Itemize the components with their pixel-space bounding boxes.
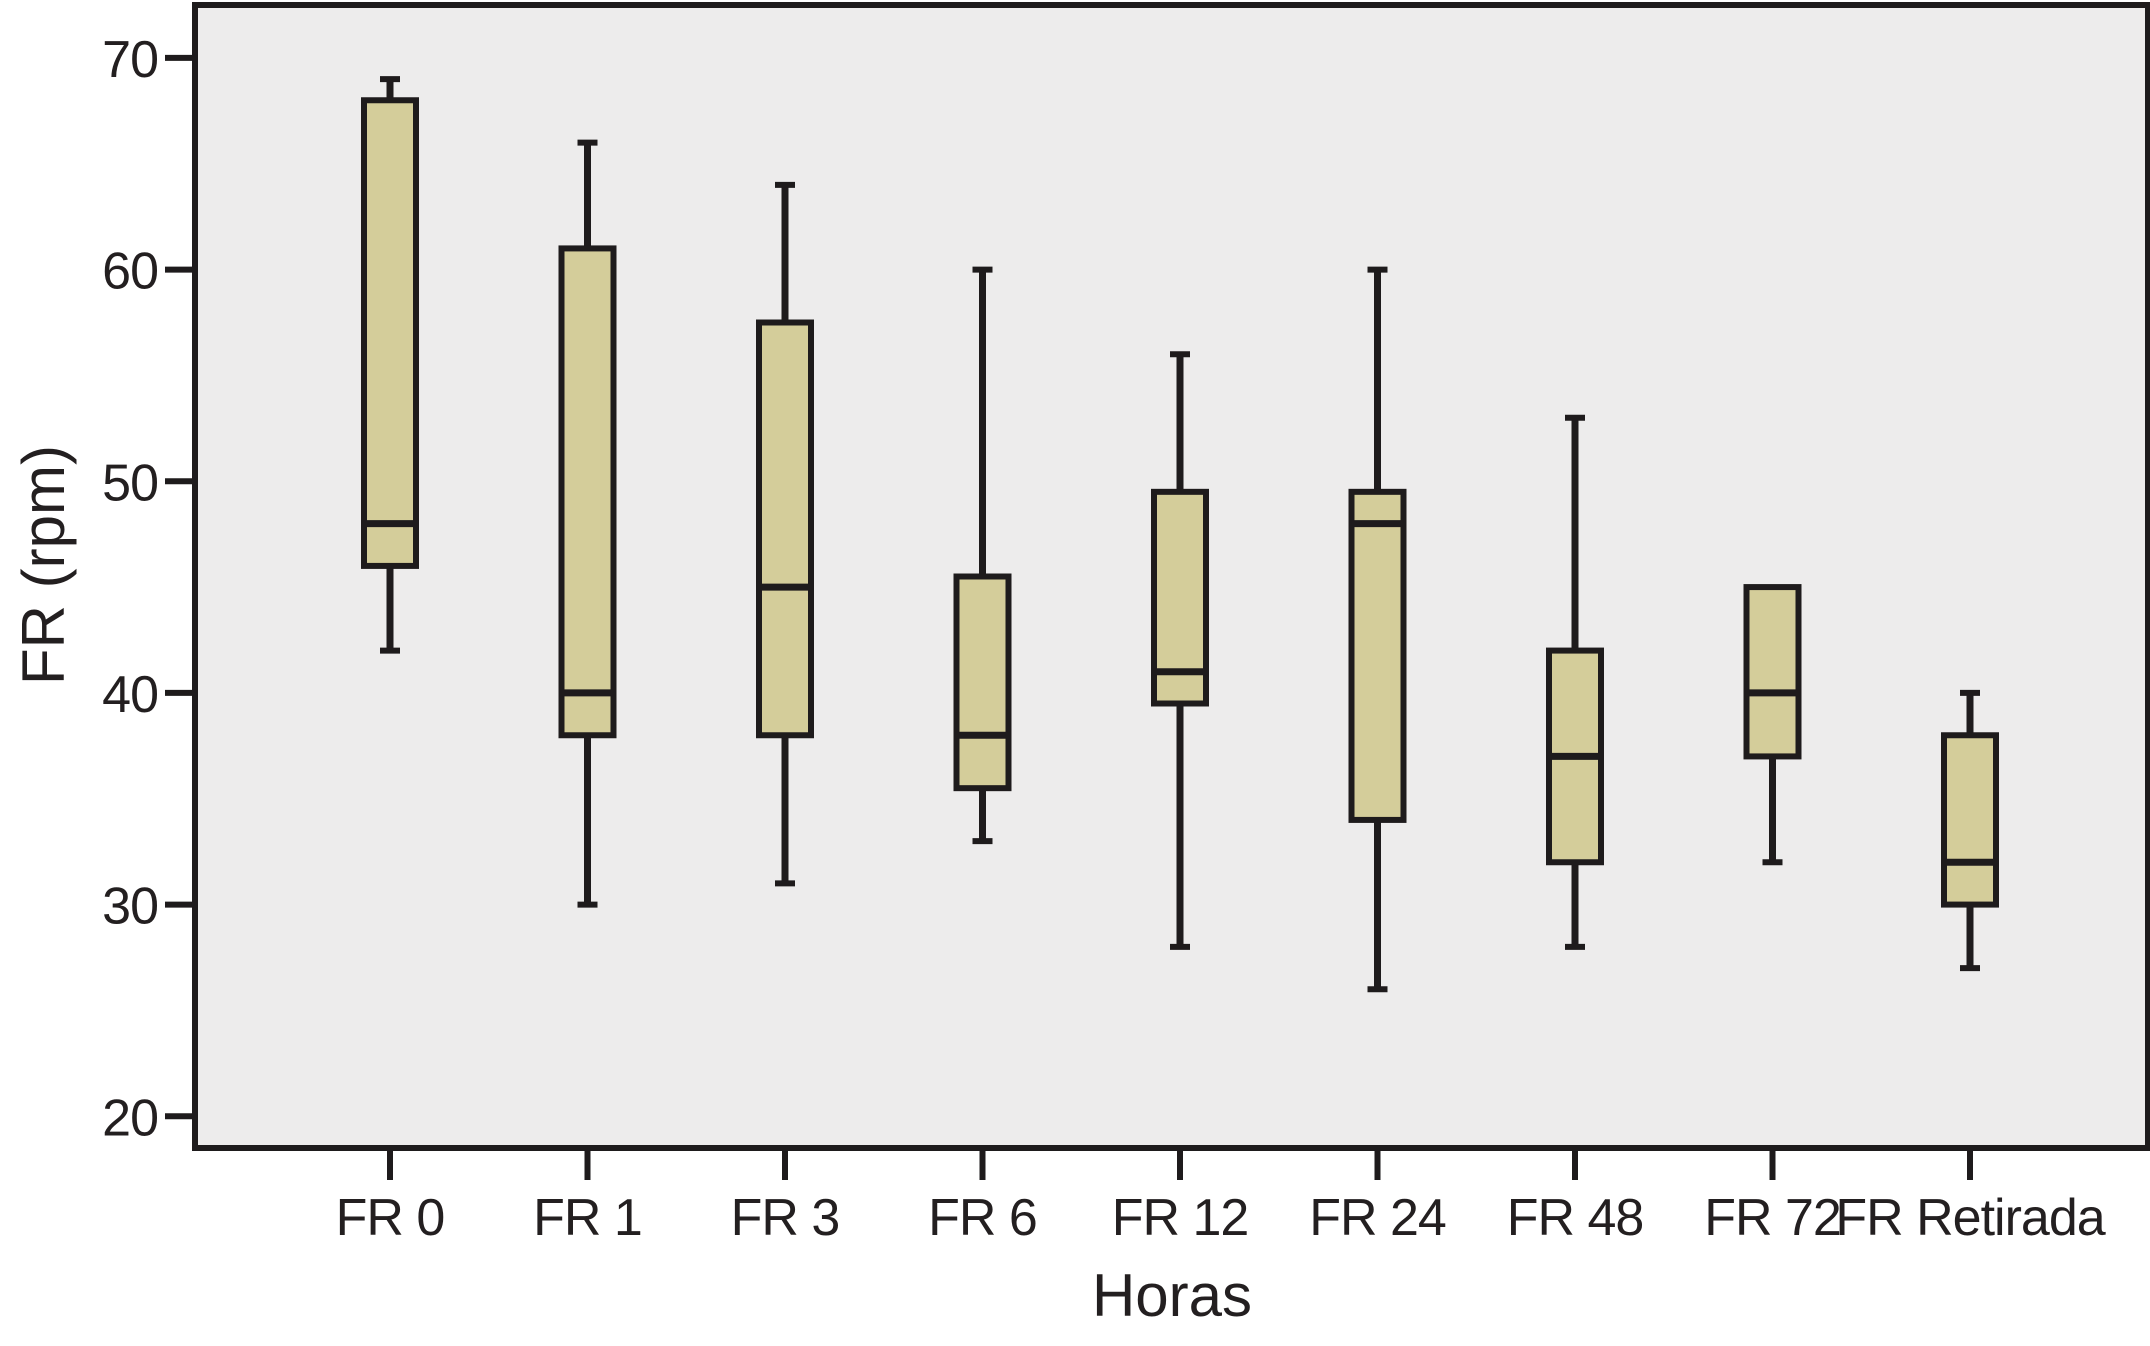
- y-tick-label: 20: [102, 1089, 158, 1147]
- x-tick-label: FR 12: [1112, 1189, 1249, 1247]
- box-fr-72: [1743, 584, 1802, 760]
- x-tick-label: FR Retirada: [1835, 1189, 2105, 1247]
- box-fr-retirada: [1941, 732, 1999, 908]
- y-tick-label: 30: [102, 878, 158, 936]
- y-tick-label: 50: [102, 454, 158, 512]
- y-tick-label: 40: [102, 666, 158, 724]
- box-fr-6: [953, 573, 1012, 792]
- box-fr-1: [558, 245, 617, 739]
- y-axis-title: FR (rpm): [10, 445, 77, 685]
- x-tick-label: FR 1: [533, 1189, 642, 1247]
- x-tick-label: FR 6: [928, 1189, 1037, 1247]
- box-fr-0: [361, 97, 419, 569]
- box-fr-12: [1151, 488, 1209, 707]
- x-tick-label: FR 0: [336, 1189, 445, 1247]
- box-fr-24: [1348, 488, 1407, 823]
- x-axis-title: Horas: [1092, 1262, 1252, 1329]
- y-tick-label: 70: [102, 31, 158, 89]
- box-fr-3: [756, 319, 814, 739]
- y-tick-label: 60: [102, 243, 158, 301]
- x-tick-label: FR 48: [1507, 1189, 1644, 1247]
- x-tick-label: FR 24: [1309, 1189, 1446, 1247]
- x-tick-label: FR 72: [1704, 1189, 1841, 1247]
- x-tick-label: FR 3: [731, 1189, 840, 1247]
